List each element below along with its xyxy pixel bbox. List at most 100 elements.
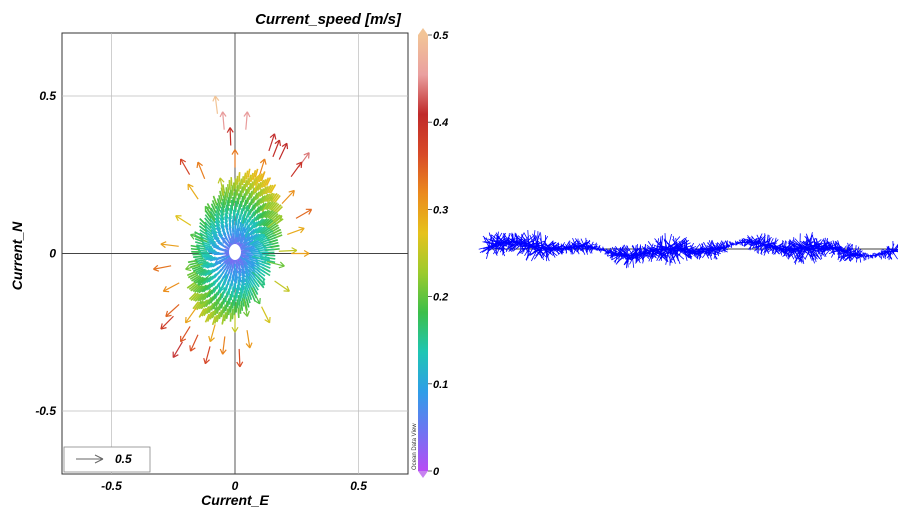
stick	[605, 248, 609, 252]
vector-fill-stroke	[237, 281, 241, 291]
vector-shaft	[251, 255, 270, 261]
stick	[716, 242, 723, 248]
vector-fill-stroke	[243, 290, 248, 300]
vector-fill-stroke	[254, 199, 260, 209]
vector-fill-stroke	[190, 293, 198, 302]
vector-fill-stroke	[220, 206, 225, 216]
vector-fill-stroke	[253, 192, 258, 202]
vector-fill-stroke	[204, 246, 214, 250]
vector-arrow	[189, 334, 199, 352]
vector-shaft	[219, 177, 225, 196]
vector-fill-stroke	[204, 221, 212, 230]
vector-fill-stroke	[251, 202, 257, 212]
stick	[596, 248, 600, 251]
stick	[557, 248, 560, 251]
vector-fill-stroke	[198, 225, 207, 233]
vector-arrow	[278, 142, 289, 160]
vector-fill-stroke	[194, 285, 202, 294]
vector-fill-stroke	[250, 240, 260, 246]
vector-fill-stroke	[240, 235, 247, 245]
vector-head	[259, 158, 267, 165]
vector-fill-stroke	[249, 276, 256, 285]
stick	[720, 246, 726, 250]
vector-fill-stroke	[209, 225, 217, 233]
stick	[883, 249, 886, 254]
vector-head	[203, 357, 210, 365]
stick	[519, 244, 536, 248]
vector-fill-stroke	[250, 250, 261, 253]
stick	[716, 248, 726, 252]
vector-fill-stroke	[244, 282, 250, 292]
stick	[809, 247, 815, 264]
vector-head	[264, 316, 271, 324]
vector-fill-stroke	[239, 208, 243, 218]
vector-fill-stroke	[238, 260, 245, 269]
vector-arrow	[242, 205, 250, 224]
stick	[845, 243, 851, 253]
vector-fill-stroke	[226, 288, 230, 298]
vector-fill-stroke	[204, 209, 212, 219]
vector-fill-stroke	[240, 195, 244, 205]
vector-head	[236, 361, 244, 368]
vector-fill-stroke	[243, 199, 247, 209]
stick	[584, 246, 591, 249]
vector-fill-stroke	[209, 210, 216, 220]
vector-fill-stroke	[255, 226, 263, 234]
vector-fill-stroke	[211, 244, 221, 249]
watermark: Ocean Data View	[412, 423, 418, 470]
vector-fill-stroke	[254, 168, 259, 178]
stick	[631, 254, 641, 260]
vector-fill-stroke	[251, 187, 256, 197]
vector-fill-stroke	[258, 225, 266, 234]
stick	[813, 241, 822, 248]
stick-plot-chart	[478, 230, 898, 269]
vector-fill-stroke	[245, 239, 254, 247]
vector-fill-stroke	[237, 263, 242, 273]
vector-fill-stroke	[203, 277, 211, 285]
vector-fill-stroke	[219, 263, 227, 272]
vector-fill-stroke	[237, 193, 240, 203]
stick	[833, 247, 845, 252]
vector-fill-stroke	[225, 204, 229, 215]
vector-arrow	[180, 326, 191, 343]
vector-fill-stroke	[192, 301, 200, 310]
vector-fill-stroke	[198, 285, 206, 294]
vector-fill-stroke	[190, 284, 199, 292]
stick	[704, 251, 710, 259]
vector-fill-stroke	[227, 306, 231, 316]
vector-head	[288, 189, 295, 197]
stick	[650, 250, 655, 257]
vector-fill-stroke	[222, 194, 227, 204]
vector-fill-stroke	[191, 275, 200, 282]
vector-fill-stroke	[265, 220, 274, 228]
stick	[491, 245, 498, 256]
stick	[540, 248, 551, 252]
stick	[545, 240, 554, 249]
vector-head	[278, 261, 285, 269]
vector-fill-stroke	[225, 187, 229, 197]
stick	[891, 250, 898, 260]
vector-head	[254, 298, 261, 305]
vector-shaft	[187, 183, 199, 200]
vector-fill-stroke	[238, 171, 241, 182]
vector-fill-stroke	[219, 291, 224, 301]
vector-shaft	[180, 158, 191, 175]
colorbar-tick-label: 0.5	[433, 30, 449, 42]
vector-fill-stroke	[236, 284, 240, 294]
vector-shaft	[238, 348, 241, 367]
vector-head	[175, 215, 182, 222]
stick	[494, 232, 503, 246]
stick	[806, 243, 819, 248]
vector-fill-stroke	[208, 288, 215, 298]
vector-shaft	[185, 263, 203, 270]
vector-fill-stroke	[188, 292, 197, 300]
vector-shaft	[185, 307, 197, 324]
vector-fill-stroke	[245, 226, 251, 236]
stick	[788, 249, 798, 256]
vector-fill-stroke	[244, 224, 250, 234]
vector-head	[249, 221, 256, 228]
vector-fill-stroke	[209, 218, 216, 227]
vector-fill-stroke	[198, 309, 205, 318]
vector-fill-stroke	[220, 308, 225, 318]
